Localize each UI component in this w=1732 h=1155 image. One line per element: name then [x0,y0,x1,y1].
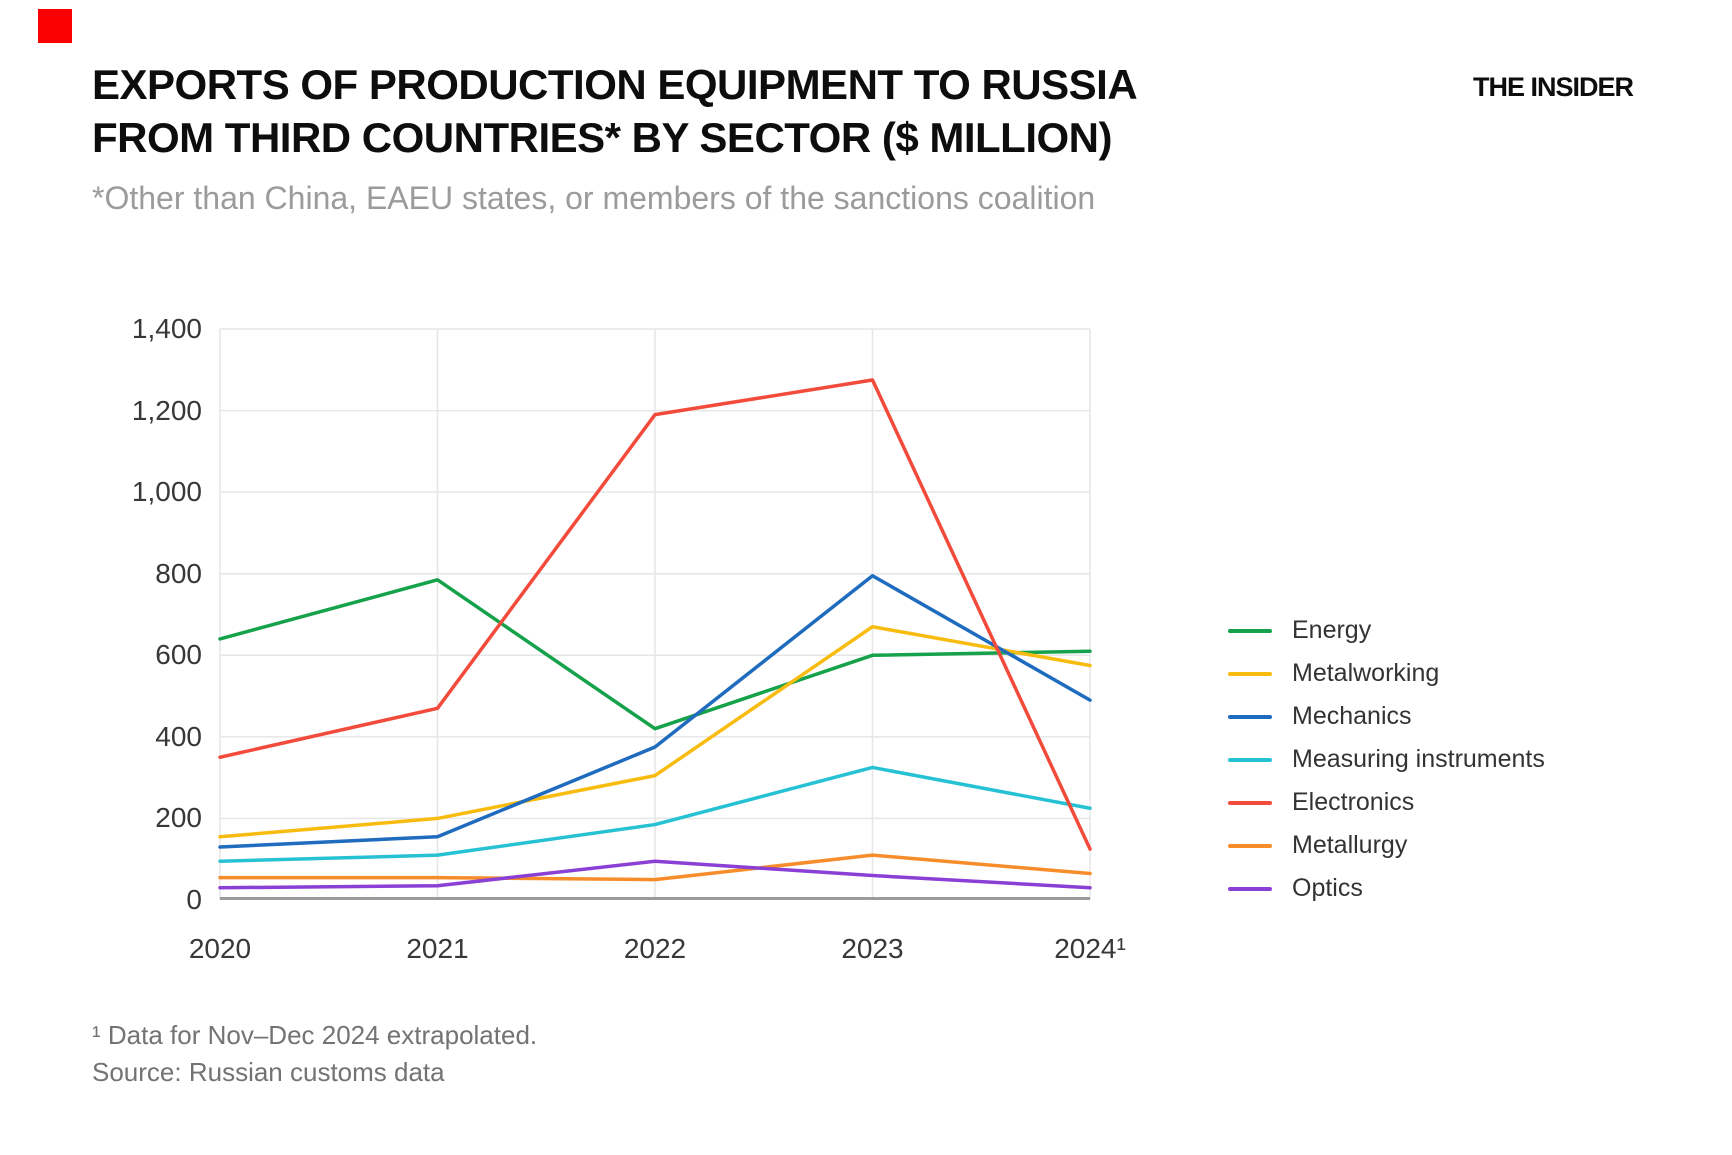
legend-label: Mechanics [1292,702,1412,730]
series-line-mechanics [218,574,1092,849]
legend-item: Measuring instruments [1228,738,1545,781]
footnote: ¹ Data for Nov–Dec 2024 extrapolated. [92,1020,538,1050]
chart-title: EXPORTS OF PRODUCTION EQUIPMENT TO RUSSI… [92,58,1392,164]
legend-swatch-icon [1228,671,1272,676]
series-line-metalworking [218,624,1092,839]
legend-swatch-icon [1228,800,1272,805]
brand-wordmark: THE INSIDER [1472,72,1634,102]
legend-label: Electronics [1292,788,1415,816]
x-tick-label: 2020 [188,933,252,964]
series-line-optics [218,859,1092,890]
y-tick-label: 0 [186,884,202,915]
legend-swatch-icon [1228,843,1272,848]
legend-label: Metalworking [1292,659,1440,687]
legend-swatch-icon [1228,886,1272,891]
legend-item: Energy [1228,609,1545,652]
x-tick-label: 2023 [841,933,904,964]
legend-item: Metallurgy [1228,824,1545,867]
legend-label: Measuring instruments [1292,745,1545,773]
x-tick-label: 2021 [406,933,469,964]
y-tick-label: 400 [155,720,202,752]
line-chart [218,328,1092,900]
y-tick-label: 600 [155,639,202,671]
legend-label: Energy [1292,616,1372,644]
series-line-measuring-instruments [218,765,1092,864]
chart-subtitle: *Other than China, EAEU states, or membe… [92,180,1096,216]
series-line-metallurgy [218,853,1092,882]
source-credit: Source: Russian customs data [92,1057,445,1087]
series-line-energy [218,578,1092,731]
y-tick-label: 1,200 [131,394,202,426]
legend-swatch-icon [1228,757,1272,762]
legend-swatch-icon [1228,714,1272,719]
y-tick-label: 1,000 [131,476,202,508]
plot-area [218,328,1092,900]
y-tick-label: 200 [155,802,202,834]
legend-label: Metallurgy [1292,831,1408,859]
legend-item: Mechanics [1228,695,1545,738]
legend-item: Optics [1228,867,1545,910]
series-line-electronics [218,378,1092,851]
legend-swatch-icon [1228,628,1272,633]
y-tick-label: 800 [155,557,202,589]
brand-red-square-logo [38,9,72,43]
legend-label: Optics [1292,874,1363,902]
x-tick-label: 2022 [623,933,687,964]
legend-item: Electronics [1228,781,1545,824]
legend-item: Metalworking [1228,652,1545,695]
x-tick-label: 2024¹ [1054,933,1126,964]
y-tick-label: 1,400 [131,313,202,344]
chart-title-line1: EXPORTS OF PRODUCTION EQUIPMENT TO RUSSI… [92,61,1138,108]
legend: Energy Metalworking Mechanics Measuring ins… [1228,609,1545,910]
chart-title-line2: FROM THIRD COUNTRIES* BY SECTOR ($ MILLI… [92,114,1112,161]
